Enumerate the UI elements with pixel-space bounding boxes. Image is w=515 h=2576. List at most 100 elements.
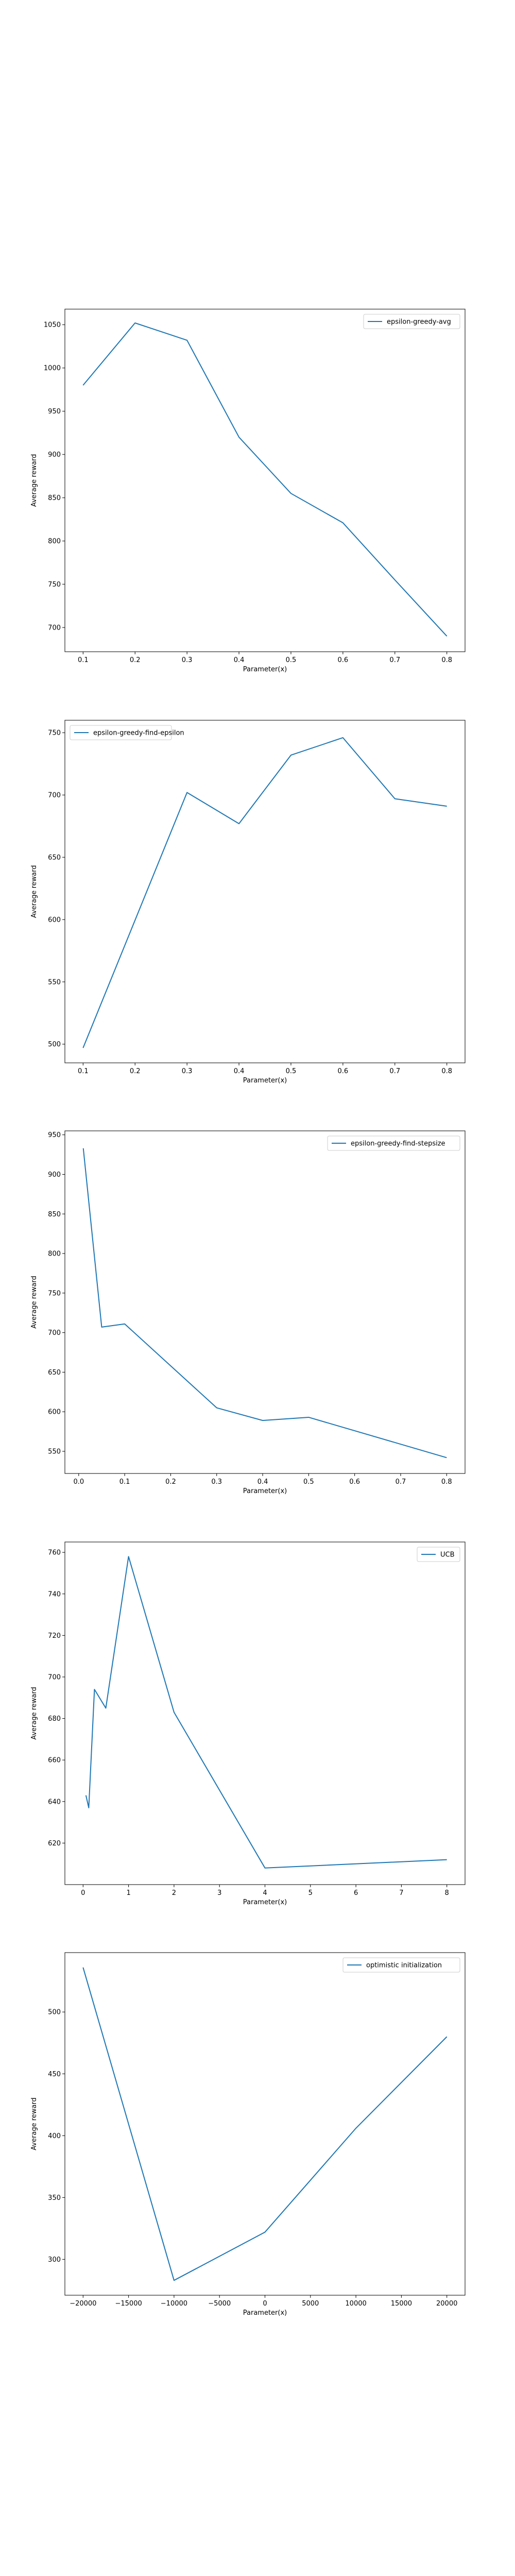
y-axis-label: Average reward <box>30 1687 38 1740</box>
x-tick-label: 0.6 <box>338 1067 349 1075</box>
y-tick-label: 350 <box>48 2194 61 2202</box>
y-tick-label: 1000 <box>44 365 61 372</box>
series-line <box>85 1556 447 1869</box>
x-tick-label: 0.4 <box>258 1478 268 1486</box>
chart-1: 0.1 0.2 0.3 0.4 0.5 0.6 0.7 0.8 700 750 800 850 900 9… <box>30 309 466 673</box>
x-tick-label: 15000 <box>391 2300 412 2308</box>
y-tick-label: 700 <box>48 792 61 800</box>
y-axis-label: Average reward <box>30 2097 38 2150</box>
y-tick-label: 700 <box>48 1329 61 1337</box>
x-axis-label: Parameter(x) <box>243 1487 287 1495</box>
x-tick-label: 0.2 <box>130 1067 141 1075</box>
legend-box <box>70 725 172 740</box>
x-tick-label: 0.6 <box>349 1478 360 1486</box>
legend-box <box>363 314 460 329</box>
x-tick-label: 0.0 <box>73 1478 84 1486</box>
x-tick-label: 0.7 <box>389 656 400 664</box>
y-tick-label: 800 <box>48 538 61 546</box>
legend-label: epsilon-greedy-find-stepsize <box>351 1140 445 1148</box>
y-tick-label: 750 <box>48 1290 61 1297</box>
x-tick-label: 20000 <box>436 2300 457 2308</box>
y-tick-label: 500 <box>48 1041 61 1048</box>
x-tick-label: 0.2 <box>130 656 141 664</box>
y-tick-label: 750 <box>48 730 61 737</box>
x-tick-label: 10000 <box>345 2300 366 2308</box>
x-tick-label: 0.3 <box>182 656 193 664</box>
legend: UCB <box>417 1547 460 1562</box>
y-tick-label: 850 <box>48 495 61 502</box>
x-tick-label: 3 <box>217 1889 221 1897</box>
y-tick-label: 900 <box>48 1171 61 1179</box>
plot-frame <box>64 720 466 1063</box>
series-line <box>82 737 447 1048</box>
x-tick-label: 0.1 <box>78 656 89 664</box>
x-tick-label: 0.7 <box>396 1478 406 1486</box>
y-tick-label: 1050 <box>44 321 61 329</box>
y-tick-label: 620 <box>48 1840 61 1848</box>
plot-frame <box>64 309 466 652</box>
x-tick-label: 5000 <box>302 2300 319 2308</box>
y-tick-label: 950 <box>48 408 61 416</box>
x-tick-label: 0.5 <box>286 1067 297 1075</box>
y-tick-label: 550 <box>48 1448 61 1455</box>
x-tick-label: 0.5 <box>303 1478 314 1486</box>
x-tick-label: −15000 <box>115 2300 142 2308</box>
y-tick-label: 600 <box>48 1409 61 1416</box>
x-tick-label: 0.1 <box>78 1067 89 1075</box>
chart-5: −20000 −15000 −10000 −5000 0 5000 10000 15000 20… <box>30 1952 466 2317</box>
x-axis-label: Parameter(x) <box>243 2309 287 2317</box>
y-tick-label: 650 <box>48 854 61 862</box>
x-tick-label: 6 <box>354 1889 358 1897</box>
plot-frame <box>64 1541 466 1885</box>
x-tick-label: 0.6 <box>338 656 349 664</box>
x-tick-label: 0.4 <box>234 656 245 664</box>
x-tick-label: −5000 <box>208 2300 231 2308</box>
y-tick-label: 450 <box>48 2071 61 2078</box>
y-axis-label: Average reward <box>30 1276 38 1329</box>
x-tick-label: 0 <box>263 2300 267 2308</box>
series-line <box>82 1967 448 2281</box>
x-tick-label: 0.5 <box>286 656 297 664</box>
x-axis-label: Parameter(x) <box>243 666 287 673</box>
x-tick-label: 0.8 <box>441 1067 452 1075</box>
y-tick-label: 900 <box>48 451 61 459</box>
x-tick-label: 0.8 <box>441 1478 452 1486</box>
legend-box <box>342 1957 460 1973</box>
x-tick-label: 0 <box>81 1889 85 1897</box>
x-axis-label: Parameter(x) <box>243 1899 287 1906</box>
y-tick-label: 800 <box>48 1250 61 1258</box>
y-tick-label: 400 <box>48 2132 61 2140</box>
y-tick-label: 500 <box>48 2009 61 2016</box>
chart-4: 0 1 2 3 4 5 6 7 8 620 640 660 680 700 720 740 760 Paramet… <box>30 1541 466 1906</box>
y-tick-label: 550 <box>48 978 61 986</box>
legend-label: optimistic initialization <box>366 1962 442 1970</box>
y-tick-label: 660 <box>48 1757 61 1765</box>
x-tick-label: 8 <box>445 1889 449 1897</box>
y-tick-label: 850 <box>48 1211 61 1218</box>
plot-frame <box>64 1952 466 2296</box>
chart-2: 0.1 0.2 0.3 0.4 0.5 0.6 0.7 0.8 500 550 600 650 700 7… <box>30 720 466 1084</box>
legend-box <box>417 1547 460 1562</box>
y-tick-label: 650 <box>48 1369 61 1377</box>
x-tick-label: 0.2 <box>165 1478 176 1486</box>
series-line <box>82 1148 447 1459</box>
legend-label: UCB <box>440 1551 455 1559</box>
y-tick-label: 680 <box>48 1715 61 1723</box>
x-tick-label: 0.8 <box>441 656 452 664</box>
y-axis-label: Average reward <box>30 454 38 507</box>
x-tick-label: 0.3 <box>182 1067 193 1075</box>
x-axis-label: Parameter(x) <box>243 1077 287 1084</box>
x-tick-label: 2 <box>172 1889 176 1897</box>
y-tick-label: 720 <box>48 1632 61 1640</box>
y-tick-label: 600 <box>48 916 61 924</box>
x-tick-label: 0.3 <box>211 1478 222 1486</box>
legend: optimistic initialization <box>342 1957 460 1973</box>
y-tick-label: 950 <box>48 1131 61 1139</box>
plot-frame <box>64 1130 466 1474</box>
y-tick-label: 640 <box>48 1798 61 1806</box>
x-tick-label: 0.4 <box>234 1067 245 1075</box>
x-tick-label: 0.7 <box>389 1067 400 1075</box>
y-tick-label: 300 <box>48 2256 61 2264</box>
y-axis-label: Average reward <box>30 865 38 918</box>
